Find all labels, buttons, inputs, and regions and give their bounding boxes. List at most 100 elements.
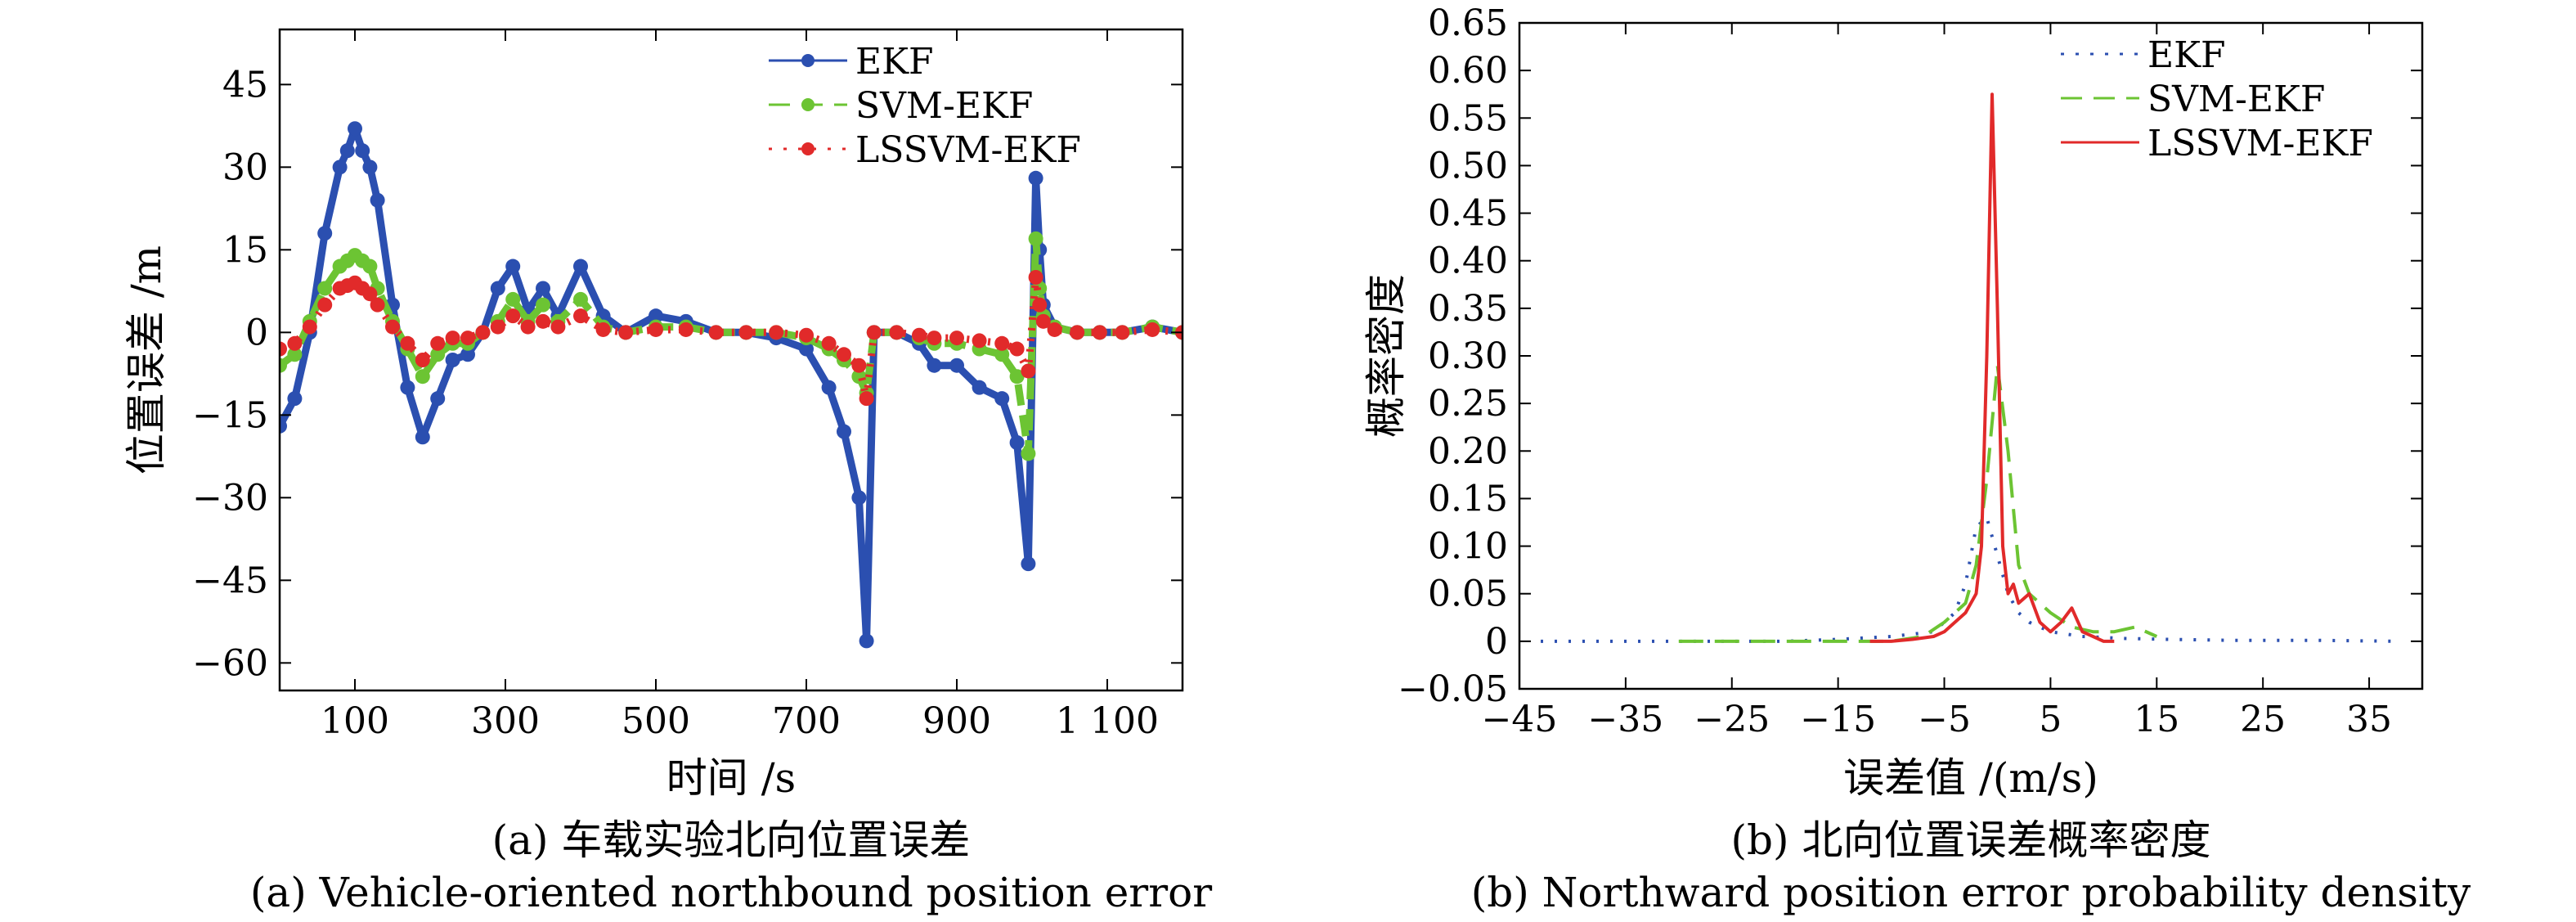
a-data-point-lssvm-ekf: [994, 335, 1010, 351]
a-data-point-lssvm-ekf: [505, 308, 521, 324]
b-series-lssvm-ekf: [1869, 92, 2115, 643]
a-data-point-lssvm-ekf: [1028, 270, 1043, 285]
a-data-point-lssvm-ekf: [949, 331, 964, 346]
a-data-point-ekf: [460, 347, 475, 362]
a-data-point-ekf: [362, 160, 378, 175]
a-data-point-lssvm-ekf: [1115, 325, 1130, 340]
a-data-point-lssvm-ekf: [851, 358, 867, 373]
a-data-point-ekf: [859, 633, 874, 649]
a-data-point-lssvm-ekf: [573, 308, 588, 324]
a-data-point-ekf: [949, 358, 964, 373]
b-x-tick-label: −45: [1482, 699, 1558, 740]
panel-a-plot-area: [280, 121, 1183, 649]
a-x-tick-label: 1 100: [1056, 700, 1159, 742]
a-data-point-lssvm-ekf: [536, 313, 550, 329]
a-data-point-svm-ekf: [430, 347, 446, 362]
a-series-lssvm-ekf: [280, 270, 1183, 407]
panel-a-x-axis-label: 时间 /s: [666, 754, 796, 802]
a-data-point-lssvm-ekf: [889, 325, 904, 340]
a-data-point-lssvm-ekf: [738, 325, 754, 340]
panel-a-y-axis-label: 位置误差 /m: [123, 245, 170, 474]
a-data-point-ekf: [972, 380, 987, 395]
a-data-point-ekf: [1009, 435, 1025, 450]
b-x-tick-label: 15: [2134, 699, 2179, 740]
a-data-point-ekf: [505, 259, 521, 274]
b-y-tick-label: 0.55: [1428, 97, 1508, 139]
a-data-point-lssvm-ekf: [287, 335, 303, 351]
a-data-point-svm-ekf: [280, 358, 287, 373]
a-data-point-ekf: [430, 391, 446, 407]
b-x-tick-label: −25: [1694, 699, 1770, 740]
a-data-point-lssvm-ekf: [385, 319, 400, 335]
a-data-point-ekf: [851, 490, 867, 506]
a-data-point-svm-ekf: [994, 347, 1010, 362]
a-data-point-ekf: [400, 380, 415, 395]
a-legend-label-ekf: EKF: [855, 41, 934, 83]
b-y-tick-label: 0.40: [1428, 241, 1508, 282]
a-data-point-svm-ekf: [1028, 231, 1043, 246]
a-x-tick-label: 300: [471, 700, 540, 742]
a-data-point-lssvm-ekf: [799, 327, 814, 343]
a-data-point-ekf: [445, 353, 460, 367]
a-y-tick-label: 15: [222, 229, 268, 271]
a-data-point-svm-ekf: [1021, 446, 1036, 461]
b-series-ekf: [1541, 515, 2402, 643]
a-data-point-ekf: [317, 226, 333, 241]
a-legend-marker-ekf: [801, 54, 815, 67]
a-series-line-ekf: [280, 124, 1183, 645]
a-data-point-lssvm-ekf: [595, 322, 611, 337]
b-series-svm-ekf: [1678, 363, 2158, 643]
a-x-tick-label: 500: [622, 700, 690, 742]
a-data-point-ekf: [339, 143, 355, 159]
a-data-point-lssvm-ekf: [708, 325, 724, 340]
a-data-point-lssvm-ekf: [317, 297, 333, 313]
a-data-point-ekf: [280, 418, 287, 434]
a-data-point-lssvm-ekf: [1145, 322, 1160, 337]
a-data-point-ekf: [536, 281, 550, 296]
b-y-tick-label: 0.05: [1428, 573, 1508, 615]
a-data-point-lssvm-ekf: [445, 331, 460, 346]
b-y-tick-label: 0.45: [1428, 193, 1508, 235]
a-y-tick-label: −30: [192, 477, 268, 519]
a-data-point-lssvm-ekf: [769, 325, 784, 340]
a-data-point-ekf: [1028, 170, 1043, 186]
a-data-point-lssvm-ekf: [927, 331, 942, 346]
a-data-point-lssvm-ekf: [400, 335, 415, 351]
b-x-tick-label: −15: [1800, 699, 1876, 740]
a-data-point-lssvm-ekf: [302, 319, 317, 335]
a-y-tick-label: 0: [245, 312, 268, 353]
b-x-tick-label: 5: [2039, 699, 2062, 740]
b-x-tick-label: 25: [2240, 699, 2286, 740]
b-legend-label-svm-ekf: SVM-EKF: [2147, 79, 2325, 120]
a-data-point-svm-ekf: [415, 369, 430, 385]
panel-a-caption-english: (a) Vehicle-oriented northbound position…: [250, 869, 1212, 916]
a-data-point-ekf: [332, 160, 348, 175]
a-data-point-lssvm-ekf: [280, 341, 287, 357]
a-legend-marker-lssvm-ekf: [801, 142, 815, 155]
panel-b-axes: −45 −35 −25 −15 −5 5 15 25 35 0.65 0.60 0.55 0.50 0.4…: [1398, 2, 2424, 740]
panel-a-axes: 100 300 500 700 900 1 100 45 30 15 0 −15 −30 −45 −60: [192, 28, 1184, 742]
b-y-tick-label: 0.60: [1428, 50, 1508, 92]
a-data-point-lssvm-ekf: [866, 325, 882, 340]
a-data-point-ekf: [348, 121, 362, 137]
a-data-point-lssvm-ekf: [460, 331, 475, 346]
a-legend-label-svm-ekf: SVM-EKF: [855, 85, 1033, 127]
b-x-tick-label: −5: [1918, 699, 1971, 740]
a-data-point-svm-ekf: [317, 281, 333, 296]
a-data-point-lssvm-ekf: [430, 335, 446, 351]
b-series-line-svm-ekf: [1678, 363, 2158, 643]
a-data-point-svm-ekf: [536, 297, 550, 313]
a-legend-marker-svm-ekf: [801, 98, 815, 111]
a-data-point-lssvm-ekf: [370, 297, 385, 313]
panel-b-caption-chinese: (b) 北向位置误差概率密度: [1731, 816, 2211, 864]
a-data-point-ekf: [927, 358, 942, 373]
a-data-point-lssvm-ekf: [912, 327, 927, 343]
a-series-line-lssvm-ekf: [280, 273, 1183, 403]
b-legend-label-ekf: EKF: [2147, 34, 2226, 76]
b-series-line-ekf: [1541, 515, 2402, 643]
b-x-tick-label: −35: [1587, 699, 1663, 740]
a-axes-frame: [278, 28, 1184, 692]
a-data-point-ekf: [490, 281, 505, 296]
